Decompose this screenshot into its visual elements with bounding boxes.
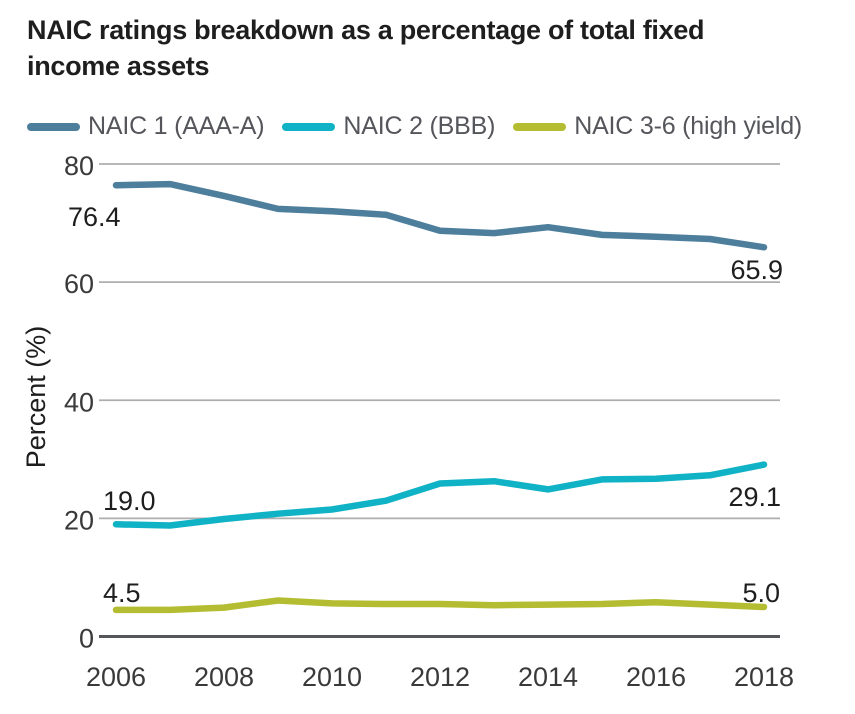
y-tick-label: 0 xyxy=(79,624,94,654)
legend-label: NAIC 3-6 (high yield) xyxy=(574,112,803,140)
chart-title: NAIC ratings breakdown as a percentage o… xyxy=(27,15,705,81)
line-chart: 0 20 40 60 80 Percent (%) 2006 2008 2010 2012 2014… xyxy=(21,151,794,692)
value-label-first-series-2: 19.0 xyxy=(103,486,156,516)
x-tick-label: 2012 xyxy=(410,662,470,692)
x-tick-label: 2018 xyxy=(734,662,794,692)
legend-item-3: NAIC 3-6 (high yield) xyxy=(513,112,802,141)
value-label-last-series-1: 65.9 xyxy=(730,255,783,285)
line-swatch-icon xyxy=(513,122,567,131)
y-tick-label: 80 xyxy=(64,151,94,181)
x-tick-label: 2010 xyxy=(302,662,362,692)
y-tick-label: 60 xyxy=(64,269,94,299)
y-axis-title: Percent (%) xyxy=(21,326,51,469)
x-tick-label: 2006 xyxy=(86,662,146,692)
value-label-first-series-1: 76.4 xyxy=(68,202,121,232)
value-label-first-series-3: 4.5 xyxy=(103,578,141,608)
y-tick-label: 20 xyxy=(64,505,94,535)
legend-label: NAIC 1 (AAA-A) xyxy=(88,112,265,140)
line-swatch-icon xyxy=(282,122,336,131)
line-swatch-icon xyxy=(27,122,80,131)
legend-item-1: NAIC 1 (AAA-A) xyxy=(27,112,265,141)
value-label-last-series-3: 5.0 xyxy=(742,578,780,608)
series-line-3 xyxy=(112,597,768,614)
x-tick-label: 2016 xyxy=(626,662,686,692)
legend-item-2: NAIC 2 (BBB) xyxy=(282,112,495,141)
y-tick-label: 40 xyxy=(64,387,94,417)
legend: NAIC 1 (AAA-A) NAIC 2 (BBB) NAIC 3-6 (high… xyxy=(27,112,847,141)
value-label-last-series-2: 29.1 xyxy=(728,482,781,512)
series-line-1 xyxy=(112,180,768,251)
x-tick-label: 2008 xyxy=(194,662,254,692)
x-tick-label: 2014 xyxy=(518,662,578,692)
series-line-2 xyxy=(112,461,768,529)
legend-label: NAIC 2 (BBB) xyxy=(343,112,496,140)
